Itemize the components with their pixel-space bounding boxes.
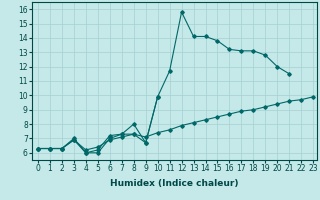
- X-axis label: Humidex (Indice chaleur): Humidex (Indice chaleur): [110, 179, 239, 188]
